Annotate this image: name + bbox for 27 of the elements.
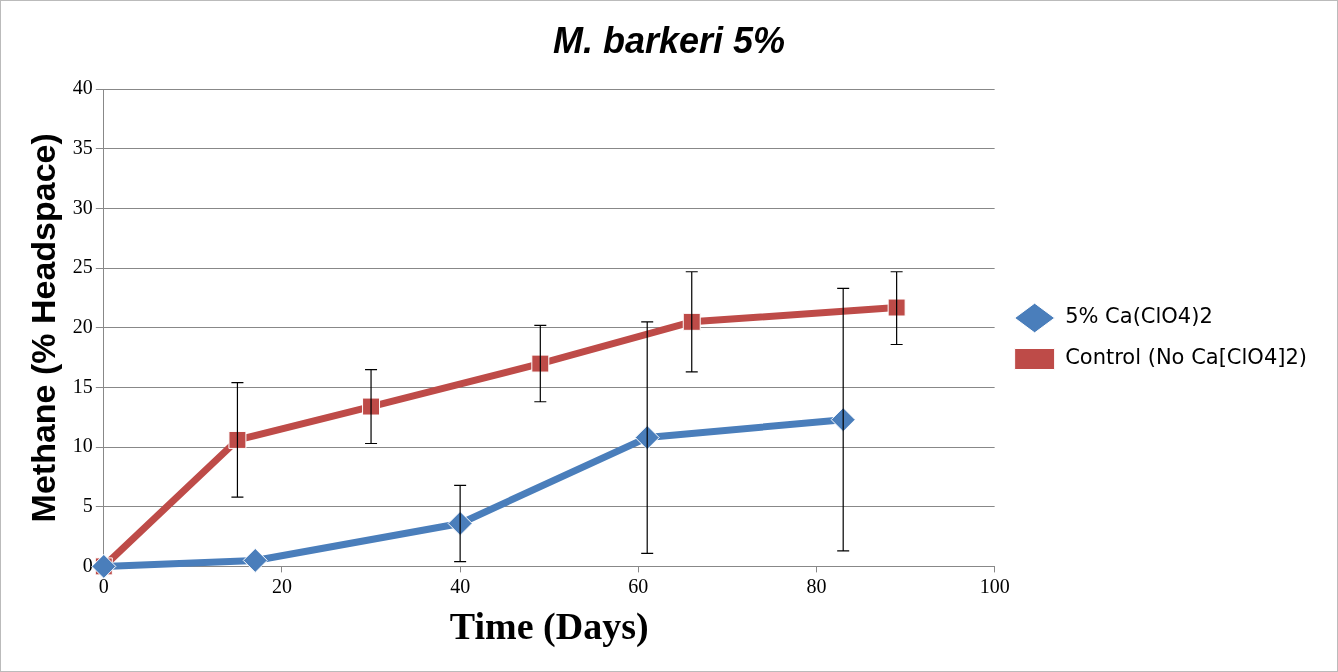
- point: [242, 547, 268, 573]
- point: [634, 425, 660, 451]
- y-tick-label: 30: [72, 195, 93, 218]
- point: [887, 298, 906, 317]
- x-tick-label: 40: [450, 574, 471, 597]
- x-tick-label: 20: [271, 574, 292, 597]
- point: [682, 312, 701, 331]
- point: [830, 407, 856, 433]
- x-axis-title: Time (Days): [449, 605, 649, 649]
- x-tick-label: 80: [806, 574, 827, 597]
- y-tick-label: 20: [72, 315, 93, 338]
- y-tick-label: 25: [72, 255, 93, 278]
- legend-label: 5% Ca(ClO4)2: [1065, 304, 1213, 329]
- y-tick-label: 15: [72, 374, 93, 397]
- y-tick-label: 35: [72, 136, 93, 159]
- y-tick-label: 40: [72, 76, 93, 99]
- y-tick-label: 10: [72, 434, 93, 457]
- y-tick-label: 0: [82, 553, 93, 576]
- y-axis-title: Methane (% Headspace): [23, 133, 62, 523]
- y-tick-label: 5: [82, 494, 93, 516]
- chart-title: M. barkeri 5%: [552, 19, 786, 61]
- x-tick-label: 0: [98, 574, 109, 597]
- point: [531, 354, 550, 373]
- point: [228, 430, 247, 449]
- x-tick-label: 100: [979, 574, 1010, 597]
- legend-label: Control (No Ca[ClO4]2): [1065, 345, 1308, 370]
- x-tick-label: 60: [628, 574, 649, 597]
